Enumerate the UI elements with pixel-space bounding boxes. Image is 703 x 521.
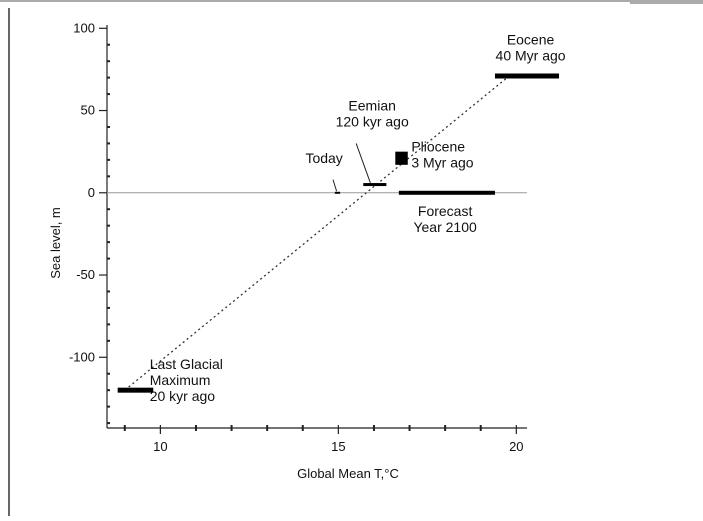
y-axis-label: Sea level, m [48,207,63,279]
eemian-leader-line [355,143,371,184]
forecast-2100-label: Year 2100 [413,219,477,235]
today-bar [334,191,341,194]
eocene-label: 40 Myr ago [496,48,566,64]
x-tick-label: 10 [153,439,167,454]
y-tick-label: -50 [76,267,95,282]
forecast-2100-label: Forecast [418,203,473,219]
eocene-bar [494,73,560,79]
pliocene-label: Pliocene [411,139,465,155]
y-tick-label: 100 [73,20,95,35]
eemian-label: Eemian [348,98,395,114]
pliocene-label: 3 Myr ago [411,155,473,171]
x-tick-label: 15 [331,439,345,454]
y-tick-label: -100 [69,349,95,364]
last-glacial-maximum-label: Maximum [150,372,211,388]
eemian-label: 120 kyr ago [336,114,409,130]
x-tick-label: 20 [509,439,523,454]
pliocene-marker [395,151,408,165]
eocene-label: Eocene [507,32,555,48]
axes: 100 50 0 -50 -100 10 15 20 [69,20,527,454]
eemian-bar [363,183,387,187]
x-axis-label: Global Mean T,°C [297,466,399,481]
y-tick-label: 0 [88,185,95,200]
today-leader-line [332,179,338,192]
last-glacial-maximum-label: Last Glacial [150,356,223,372]
last-glacial-maximum-label: 20 kyr ago [150,388,216,404]
last-glacial-maximum-bar [117,387,154,393]
today-label: Today [305,150,342,166]
y-tick-label: 50 [81,103,95,118]
forecast-2100-bar [398,190,495,195]
data-points [117,73,560,393]
